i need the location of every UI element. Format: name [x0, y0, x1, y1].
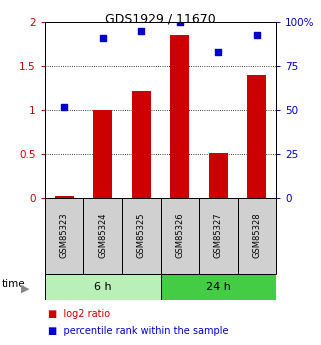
Text: ▶: ▶: [21, 284, 29, 294]
Bar: [83, 198, 122, 274]
Bar: [55, 196, 74, 198]
Text: GSM85324: GSM85324: [98, 212, 107, 258]
Bar: [170, 35, 189, 198]
Text: ■  log2 ratio: ■ log2 ratio: [48, 309, 110, 319]
Bar: [132, 91, 151, 198]
Bar: [45, 274, 160, 300]
Bar: [45, 198, 83, 274]
Bar: [122, 198, 160, 274]
Point: [177, 20, 182, 25]
Point: [139, 28, 144, 34]
Point: [100, 36, 105, 41]
Point: [216, 50, 221, 55]
Point: [254, 32, 259, 38]
Point: [62, 104, 67, 110]
Text: GSM85323: GSM85323: [60, 212, 69, 258]
Text: GSM85325: GSM85325: [137, 212, 146, 258]
Bar: [247, 75, 266, 198]
Text: ■  percentile rank within the sample: ■ percentile rank within the sample: [48, 326, 229, 336]
Bar: [93, 110, 112, 198]
Text: 24 h: 24 h: [206, 282, 231, 292]
Bar: [238, 198, 276, 274]
Text: GSM85327: GSM85327: [214, 212, 223, 258]
Bar: [199, 198, 238, 274]
Bar: [160, 274, 276, 300]
Text: GSM85326: GSM85326: [175, 212, 184, 258]
Bar: [209, 152, 228, 198]
Bar: [160, 198, 199, 274]
Text: GSM85328: GSM85328: [252, 212, 261, 258]
Text: GDS1929 / 11670: GDS1929 / 11670: [105, 12, 216, 25]
Text: 6 h: 6 h: [94, 282, 111, 292]
Text: time: time: [2, 279, 25, 289]
